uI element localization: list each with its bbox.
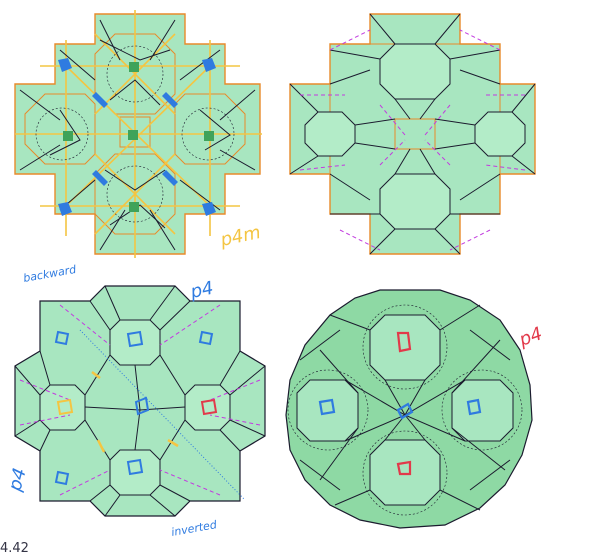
panel-folded-form: p4: [285, 289, 546, 529]
panel-crease-octagon: p4 p4 backward inverted: [4, 263, 266, 539]
p4-label-left: p4: [4, 466, 30, 495]
green-marker-bottom: [129, 202, 139, 212]
valley-creases-2: [299, 29, 526, 251]
hidden-edges: [287, 304, 523, 516]
mountain-creases-2: [289, 13, 536, 255]
p4m-label: p4m: [218, 222, 263, 251]
rotation-centers-4: [318, 331, 482, 476]
folded-octagons: [296, 314, 514, 506]
green-marker-top: [129, 62, 139, 72]
rotation-centers: [58, 58, 216, 216]
green-marker-right: [204, 131, 214, 141]
mountain-creases: [19, 19, 256, 251]
annotation-line: [79, 329, 246, 501]
valley-creases-3: [19, 304, 261, 496]
handwritten-bottom: inverted: [170, 518, 218, 539]
handwritten-top-left: backward: [22, 263, 78, 285]
p4-label-right: p4: [516, 323, 546, 351]
green-marker-center: [128, 130, 138, 140]
figure-number: 4.42: [0, 541, 29, 556]
rotation-centers-3: [54, 330, 218, 486]
folded-layers: [299, 304, 511, 511]
central-octagons: [304, 43, 526, 230]
panel-crease-tiles: [289, 13, 536, 255]
octagon-cells: [39, 319, 231, 496]
p4-label-top: p4: [188, 278, 216, 304]
dotted-creases: [35, 45, 235, 223]
octagon-grid: [24, 33, 246, 235]
panel-crease-symmetry: p4m: [14, 10, 263, 258]
green-marker-left: [63, 131, 73, 141]
